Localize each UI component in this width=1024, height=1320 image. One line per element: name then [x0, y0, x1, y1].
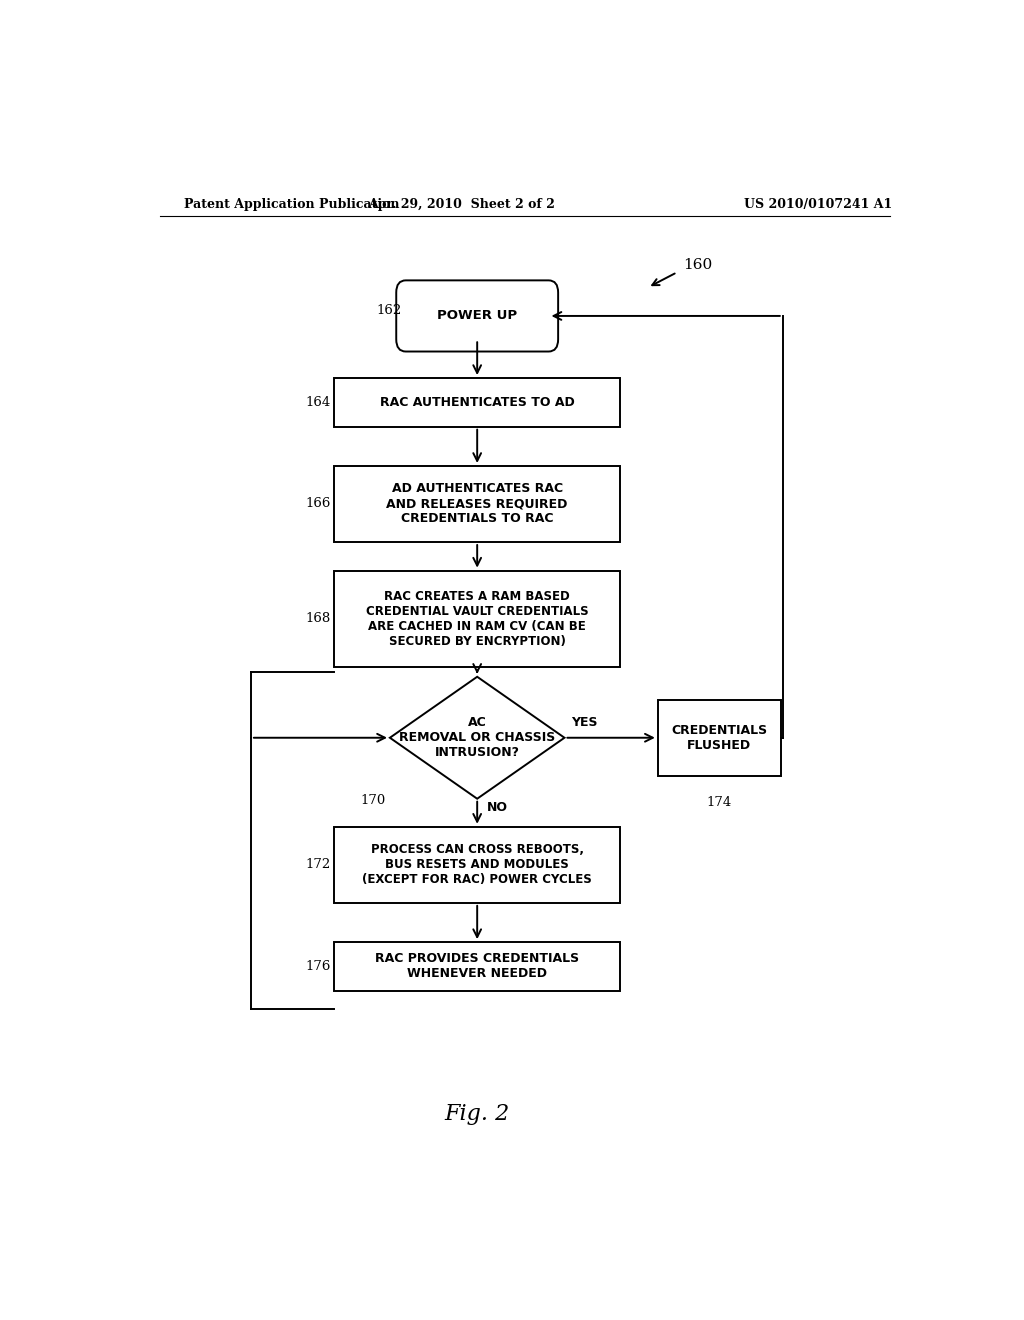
Bar [334, 466, 620, 543]
FancyBboxPatch shape [396, 280, 558, 351]
Text: 172: 172 [305, 858, 331, 871]
Bar [334, 570, 620, 667]
Text: 160: 160 [684, 259, 713, 272]
Text: Patent Application Publication: Patent Application Publication [183, 198, 399, 211]
Bar [334, 826, 620, 903]
Bar [657, 700, 780, 776]
Text: Apr. 29, 2010  Sheet 2 of 2: Apr. 29, 2010 Sheet 2 of 2 [368, 198, 555, 211]
Text: US 2010/0107241 A1: US 2010/0107241 A1 [744, 198, 893, 211]
Text: AD AUTHENTICATES RAC
AND RELEASES REQUIRED
CREDENTIALS TO RAC: AD AUTHENTICATES RAC AND RELEASES REQUIR… [386, 483, 568, 525]
Text: RAC AUTHENTICATES TO AD: RAC AUTHENTICATES TO AD [380, 396, 574, 409]
Text: 176: 176 [305, 960, 331, 973]
Text: RAC CREATES A RAM BASED
CREDENTIAL VAULT CREDENTIALS
ARE CACHED IN RAM CV (CAN B: RAC CREATES A RAM BASED CREDENTIAL VAULT… [366, 590, 589, 648]
Text: 174: 174 [707, 796, 732, 809]
Text: AC
REMOVAL OR CHASSIS
INTRUSION?: AC REMOVAL OR CHASSIS INTRUSION? [399, 717, 555, 759]
Bar [334, 942, 620, 991]
Bar [334, 378, 620, 426]
Polygon shape [390, 677, 564, 799]
Text: YES: YES [570, 715, 597, 729]
Text: 164: 164 [305, 396, 331, 409]
Text: POWER UP: POWER UP [437, 309, 517, 322]
Text: Fig. 2: Fig. 2 [444, 1102, 510, 1125]
Text: 166: 166 [305, 498, 331, 511]
Text: 170: 170 [360, 793, 386, 807]
Text: PROCESS CAN CROSS REBOOTS,
BUS RESETS AND MODULES
(EXCEPT FOR RAC) POWER CYCLES: PROCESS CAN CROSS REBOOTS, BUS RESETS AN… [362, 843, 592, 886]
Text: RAC PROVIDES CREDENTIALS
WHENEVER NEEDED: RAC PROVIDES CREDENTIALS WHENEVER NEEDED [375, 953, 580, 981]
Text: NO: NO [486, 801, 508, 814]
Text: 162: 162 [377, 305, 401, 317]
Text: CREDENTIALS
FLUSHED: CREDENTIALS FLUSHED [671, 723, 767, 752]
Text: 168: 168 [305, 612, 331, 626]
